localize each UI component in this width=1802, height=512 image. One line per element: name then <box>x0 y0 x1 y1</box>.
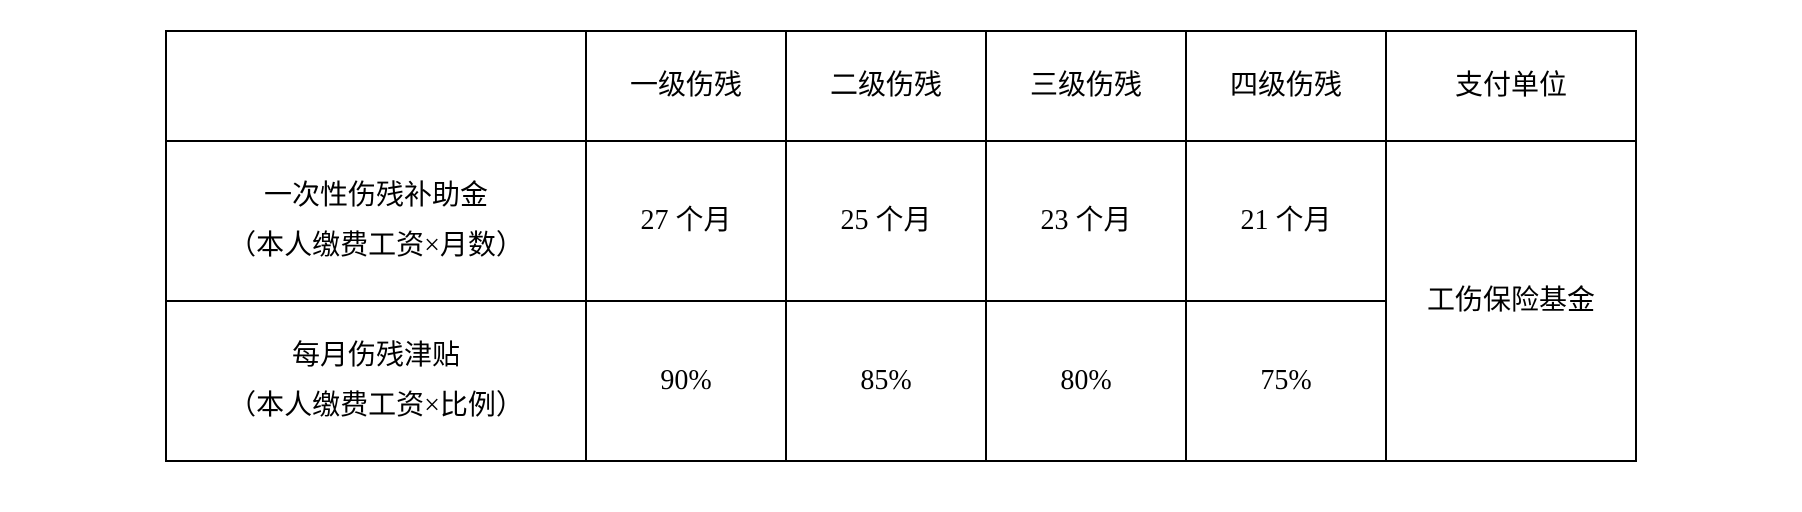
row1-level4: 21 个月 <box>1186 141 1386 301</box>
table-row: 一次性伤残补助金 （本人缴费工资×月数） 27 个月 25 个月 23 个月 2… <box>166 141 1636 301</box>
row2-level3: 80% <box>986 301 1186 461</box>
row2-label: 每月伤残津贴 （本人缴费工资×比例） <box>166 301 586 461</box>
header-empty <box>166 31 586 141</box>
row1-label-line1: 一次性伤残补助金 <box>264 180 488 211</box>
table-header-row: 一级伤残 二级伤残 三级伤残 四级伤残 支付单位 <box>166 31 1636 141</box>
header-level2: 二级伤残 <box>786 31 986 141</box>
row1-level3: 23 个月 <box>986 141 1186 301</box>
payer-cell: 工伤保险基金 <box>1386 141 1636 461</box>
row1-label-line2: （本人缴费工资×月数） <box>228 230 524 261</box>
header-level3: 三级伤残 <box>986 31 1186 141</box>
row2-label-line1: 每月伤残津贴 <box>292 340 460 371</box>
row1-level2: 25 个月 <box>786 141 986 301</box>
header-level1: 一级伤残 <box>586 31 786 141</box>
header-level4: 四级伤残 <box>1186 31 1386 141</box>
row1-label: 一次性伤残补助金 （本人缴费工资×月数） <box>166 141 586 301</box>
row2-level2: 85% <box>786 301 986 461</box>
row2-level1: 90% <box>586 301 786 461</box>
header-payer: 支付单位 <box>1386 31 1636 141</box>
disability-compensation-table: 一级伤残 二级伤残 三级伤残 四级伤残 支付单位 一次性伤残补助金 （本人缴费工… <box>165 30 1637 462</box>
row2-label-line2: （本人缴费工资×比例） <box>228 390 524 421</box>
row2-level4: 75% <box>1186 301 1386 461</box>
row1-level1: 27 个月 <box>586 141 786 301</box>
